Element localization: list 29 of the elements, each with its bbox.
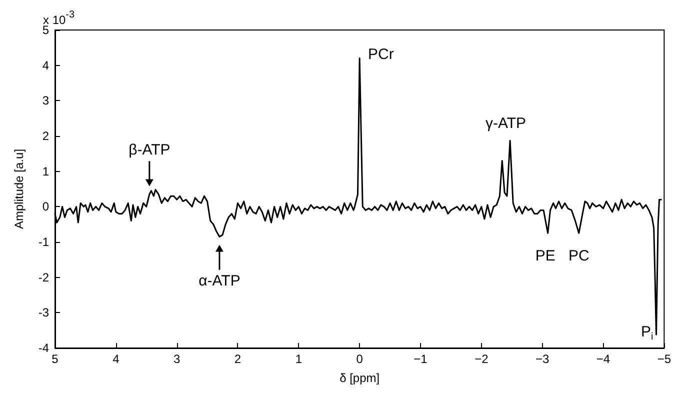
y-tick-label: 0: [42, 200, 50, 214]
x-axis-title: δ [ppm]: [340, 371, 380, 385]
y-tick-label: -4: [38, 341, 50, 355]
y-tick-label: -3: [38, 306, 50, 320]
y-tick-label: 1: [42, 164, 50, 178]
x-tick-label: −1: [414, 352, 428, 366]
y-tick-label: 3: [42, 94, 50, 108]
y-tick-label: -2: [38, 270, 50, 284]
y-tick-label: 2: [42, 129, 50, 143]
x-tick-label: −3: [535, 352, 550, 366]
x-tick-label: 1: [295, 352, 302, 366]
x-tick-label: 3: [173, 352, 180, 366]
x-tick-label: 2: [234, 352, 242, 366]
y-tick-label: 5: [42, 23, 50, 37]
x-tick-label: 4: [112, 352, 120, 366]
y-tick-label: -1: [38, 235, 50, 249]
y-axis-title: Amplitude [a.u]: [12, 148, 26, 230]
x-tick-label: −2: [474, 352, 489, 366]
annotation: PCr: [368, 46, 394, 64]
annotation: γ-ATP: [485, 115, 526, 132]
y-tick-label: 4: [42, 58, 50, 72]
annotation: PC: [568, 248, 590, 265]
x-tick-label: 0: [356, 352, 364, 366]
annotation: β-ATP: [128, 142, 170, 159]
x-tick-label: −5: [657, 352, 672, 366]
x-tick-label: −4: [596, 352, 610, 366]
annotation: α-ATP: [198, 272, 240, 290]
x-tick-label: 5: [52, 352, 59, 366]
annotation: PE: [535, 248, 556, 265]
